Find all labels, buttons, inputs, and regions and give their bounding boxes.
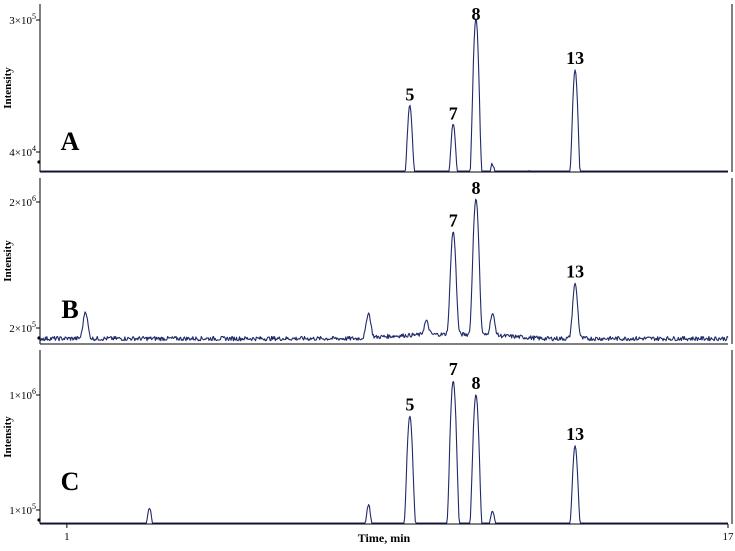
peak-label-B-8: 8	[471, 178, 480, 198]
peak-label-C-8: 8	[471, 373, 480, 393]
peak-label-A-8: 8	[471, 4, 480, 24]
y-tick-label-B-0: 2×106	[9, 194, 36, 209]
panel-letter-A: A	[61, 127, 80, 156]
peak-label-C-13: 13	[566, 424, 584, 444]
y-axis-title-A: Intensity	[2, 67, 14, 109]
axis-break-mark-A	[37, 160, 40, 163]
y-tick-label-C-1: 1×105	[9, 502, 36, 517]
panel-letter-B: B	[61, 295, 78, 324]
peak-label-C-7: 7	[449, 359, 458, 379]
y-tick-label-C-0: 1×106	[9, 387, 36, 402]
peak-label-A-7: 7	[449, 103, 458, 123]
y-axis-title-C: Intensity	[2, 416, 14, 458]
peak-label-B-13: 13	[566, 262, 584, 282]
peak-label-C-5: 5	[405, 395, 414, 415]
chromatogram-trace-A	[40, 19, 728, 171]
x-tick-label-1: 17	[723, 531, 735, 543]
peak-label-A-5: 5	[405, 85, 414, 105]
peak-label-A-13: 13	[566, 48, 584, 68]
chromatogram-trace-C	[40, 382, 728, 523]
y-axis-title-B: Intensity	[2, 240, 14, 282]
x-axis-title: Time, min	[358, 531, 411, 545]
y-tick-label-A-1: 4×104	[9, 144, 36, 159]
x-tick-label-0: 1	[64, 531, 70, 543]
y-tick-label-B-1: 2×105	[9, 320, 36, 335]
peak-label-B-7: 7	[449, 210, 458, 230]
chromatogram-trace-B	[40, 199, 728, 341]
panel-letter-C: C	[61, 467, 80, 496]
axis-break-mark-C	[37, 518, 40, 521]
y-tick-label-A-0: 3×105	[9, 12, 36, 27]
